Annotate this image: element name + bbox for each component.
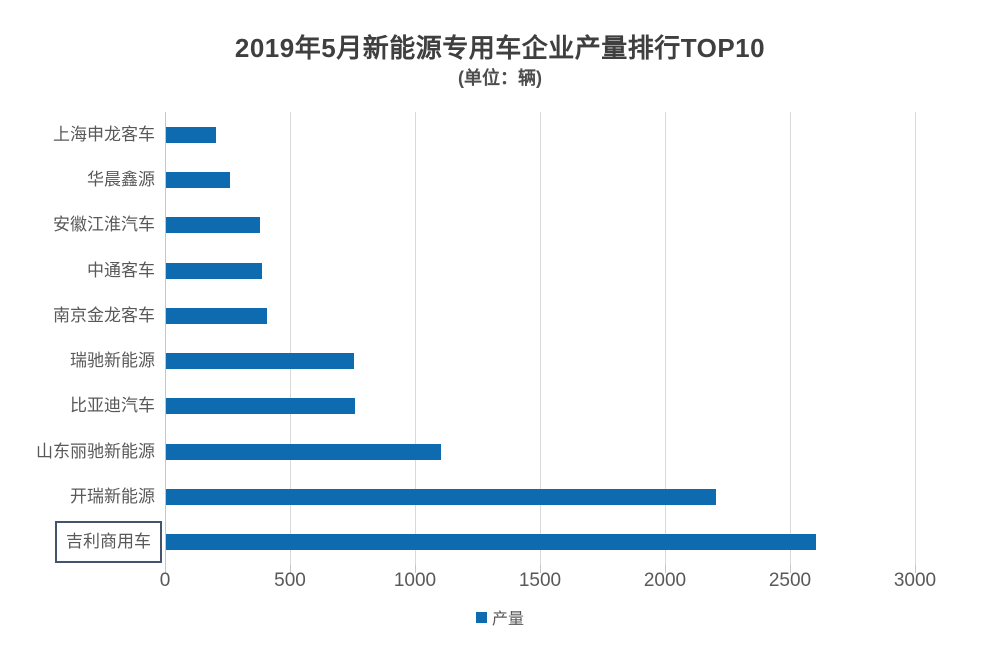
axis-tick: [165, 565, 166, 573]
category-label: 山东丽驰新能源: [36, 441, 155, 461]
gridline: [665, 112, 666, 565]
axis-tick: [915, 565, 916, 573]
gridline: [915, 112, 916, 565]
chart-subtitle: (单位：辆): [458, 68, 542, 88]
gridline: [290, 112, 291, 565]
legend: 产量: [0, 605, 1000, 629]
value-axis-tick-label: 3000: [893, 570, 937, 591]
bar: [166, 489, 716, 506]
gridline: [415, 112, 416, 565]
gridline: [540, 112, 541, 565]
bar: [166, 307, 268, 324]
category-axis-labels: 上海申龙客车华晨鑫源安徽江淮汽车中通客车南京金龙客车瑞驰新能源比亚迪汽车山东丽驰…: [0, 112, 162, 565]
bar: [166, 171, 230, 188]
bar: [166, 398, 355, 415]
legend-swatch-icon: [475, 611, 487, 623]
value-axis-tick-label: 1500: [518, 570, 562, 591]
category-label: 上海申龙客车: [53, 124, 155, 144]
category-label: 南京金龙客车: [53, 305, 155, 325]
category-label: 比亚迪汽车: [70, 396, 155, 416]
axis-tick: [415, 565, 416, 573]
bar: [166, 217, 260, 234]
bar: [166, 443, 441, 460]
legend-label: 产量: [491, 611, 524, 628]
axis-tick: [665, 565, 666, 573]
bar: [166, 534, 816, 551]
category-label: 华晨鑫源: [87, 169, 155, 189]
bar: [166, 126, 216, 143]
axis-tick: [290, 565, 291, 573]
category-label: 开瑞新能源: [70, 487, 155, 507]
chart-title: 2019年5月新能源专用车企业产量排行TOP10: [234, 33, 766, 63]
value-axis-tick-label: 2500: [768, 570, 812, 591]
value-axis-tick-label: 500: [274, 570, 306, 591]
value-axis-tick-label: 1000: [393, 570, 437, 591]
value-axis-tick-label: 0: [159, 570, 171, 591]
value-axis-line: [165, 112, 166, 565]
axis-tick: [790, 565, 791, 573]
gridline: [790, 112, 791, 565]
value-axis-tick-label: 2000: [643, 570, 687, 591]
category-label: 安徽江淮汽车: [53, 215, 155, 235]
value-axis-labels: 0 500 1000 1500 2000 2500 3000: [0, 570, 1000, 594]
bar: [166, 262, 263, 279]
category-label-boxed: 吉利商用车: [55, 521, 162, 564]
category-label: 中通客车: [87, 260, 155, 280]
category-label: 瑞驰新能源: [70, 351, 155, 371]
bar: [166, 353, 354, 370]
axis-tick: [540, 565, 541, 573]
plot-area: [165, 112, 960, 573]
